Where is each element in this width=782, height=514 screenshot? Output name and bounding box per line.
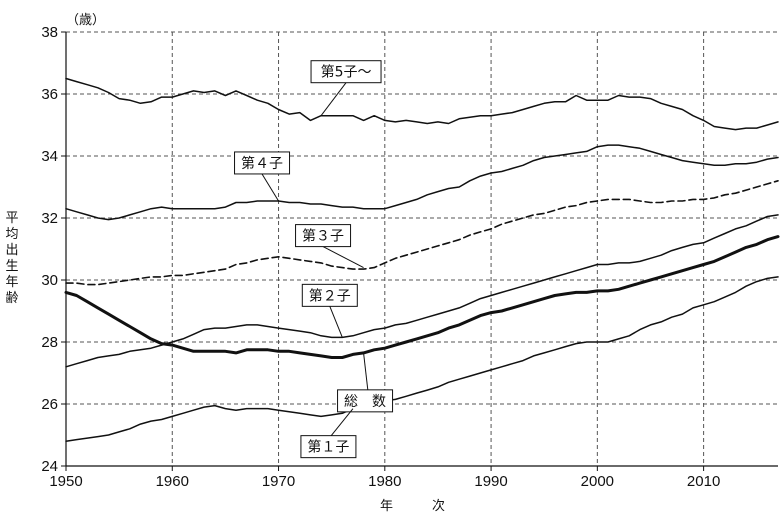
callout-leader (363, 352, 369, 390)
grid-lines (66, 31, 778, 466)
callout-leader (322, 246, 364, 269)
y-axis-title-char: 平 (5, 211, 18, 226)
callout-label: 第４子 (241, 155, 283, 172)
callout-box (301, 283, 358, 307)
y-axis-title-char: 年 (5, 275, 18, 290)
x-tick-label: 1980 (368, 473, 401, 490)
series-line (64, 235, 780, 359)
axes: 1950 1960 1970 1980 1990 2000 2010 24 26 28 30 32 34… (41, 24, 778, 490)
x-tick-label: 2010 (687, 473, 720, 490)
x-tick-label: 2000 (581, 473, 614, 490)
series-line (65, 180, 779, 286)
x-axis-title: 年 次 (380, 498, 445, 514)
series-line (65, 214, 779, 368)
x-tick-label: 1970 (262, 473, 295, 490)
callout-box (300, 435, 357, 459)
y-tick-label: 38 (41, 24, 58, 41)
callout-label: 第３子 (302, 228, 344, 245)
y-tick-label: 30 (41, 272, 58, 289)
series-line (65, 77, 779, 131)
callout-label: 総 数 (344, 394, 386, 410)
y-axis-title: 平均出生年齢 (5, 211, 18, 306)
x-tick-label: 1990 (474, 473, 507, 490)
y-tick-label: 36 (41, 86, 58, 103)
callout-leader (330, 408, 354, 436)
callout-label: 第5子～ (321, 64, 372, 81)
y-tick-label: 34 (41, 148, 58, 165)
callout-label: 第２子 (309, 287, 351, 304)
y-axis-title-char: 均 (5, 227, 18, 242)
callout-box (295, 224, 352, 248)
y-tick-label: 28 (41, 334, 58, 351)
callout-label: 第１子 (307, 439, 349, 456)
x-tick-label: 1950 (49, 473, 82, 490)
callout-box (234, 151, 291, 175)
series-line (65, 144, 779, 221)
y-axis-title-char: 出 (5, 243, 18, 258)
series-lines (64, 77, 780, 442)
callout-leader (329, 306, 343, 338)
x-tick-label: 1960 (156, 473, 189, 490)
y-axis-title-char: 生 (5, 259, 18, 274)
y-axis-unit: （歳） (66, 13, 105, 28)
callout-box (337, 389, 394, 413)
callout-leader (320, 82, 347, 117)
y-tick-label: 24 (41, 458, 58, 475)
series-line (65, 276, 779, 442)
y-axis-title-char: 齢 (5, 291, 18, 306)
y-tick-label: 26 (41, 396, 58, 413)
y-tick-label: 32 (41, 210, 58, 227)
callout-box (310, 60, 382, 84)
callout-leader (261, 173, 279, 202)
